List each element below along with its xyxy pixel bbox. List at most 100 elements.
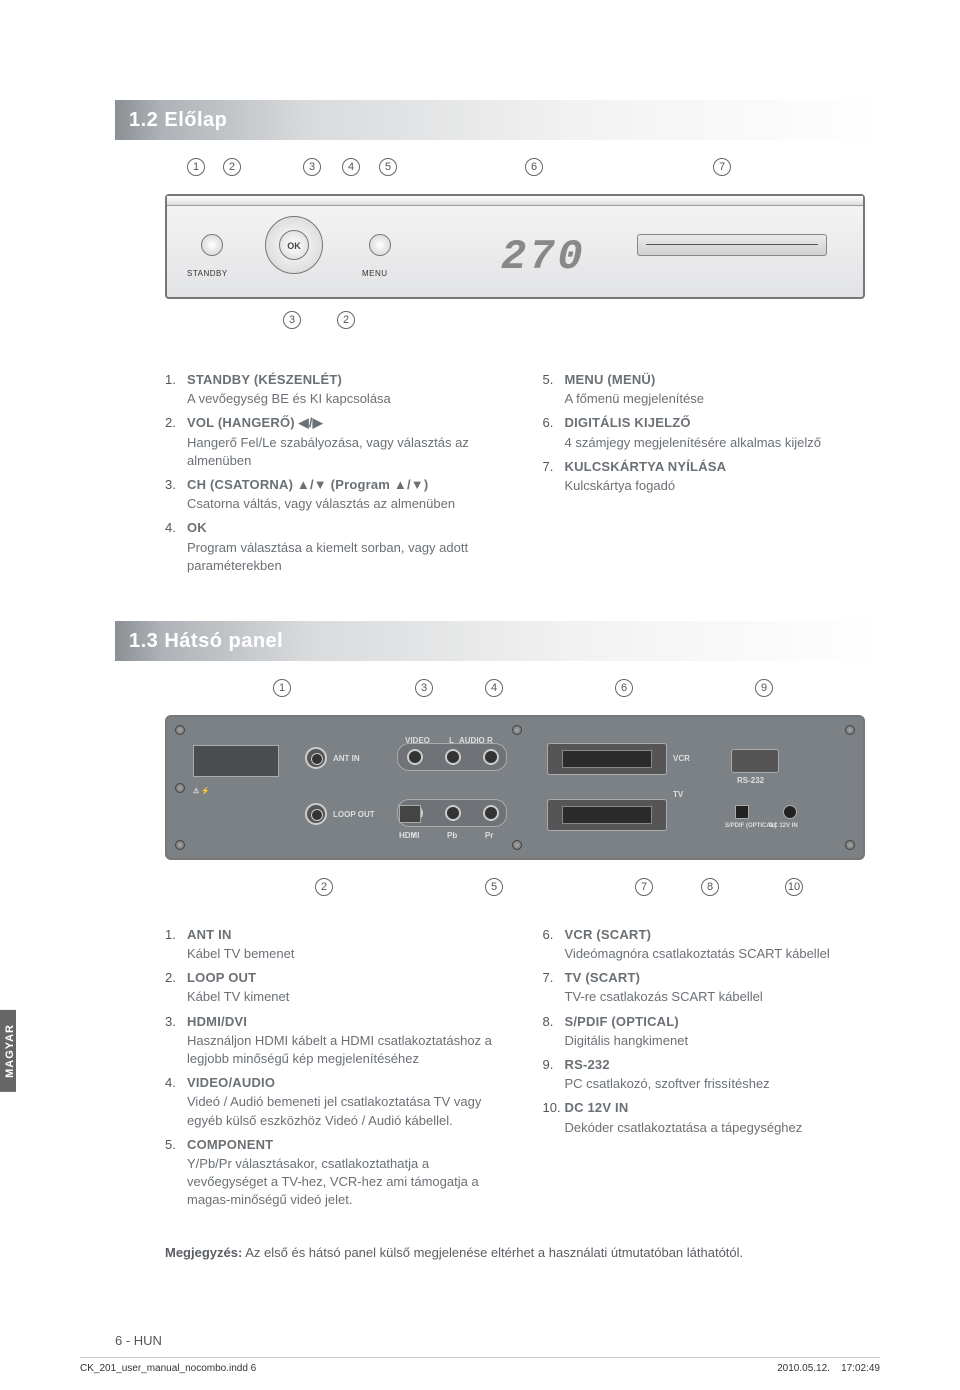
list-desc: Kábel TV bemenet bbox=[187, 945, 503, 963]
front-left-item: 1.STANDBY (KÉSZENLÉT)A vevőegység BE és … bbox=[165, 371, 503, 408]
list-title: TV (SCART) bbox=[565, 969, 881, 987]
callout-6: 6 bbox=[525, 158, 543, 176]
list-title: KULCSKÁRTYA NYÍLÁSA bbox=[565, 458, 881, 476]
menu-button-graphic bbox=[369, 234, 391, 256]
rear-callout-6: 6 bbox=[615, 679, 633, 697]
rear-right-item: 6.VCR (SCART)Videómagnóra csatlakoztatás… bbox=[543, 926, 881, 963]
loop-out-label: LOOP OUT bbox=[333, 809, 375, 820]
rear-callout-1: 1 bbox=[273, 679, 291, 697]
rear-panel-diagram: 1 3 4 6 9 ⚠ ⚡ ANT IN LOOP OUT VIDEO bbox=[165, 679, 880, 896]
list-title: VIDEO/AUDIO bbox=[187, 1074, 503, 1092]
list-title: VCR (SCART) bbox=[565, 926, 881, 944]
rear-right-item: 9.RS-232PC csatlakozó, szoftver frissíté… bbox=[543, 1056, 881, 1093]
list-desc: A vevőegység BE és KI kapcsolása bbox=[187, 390, 503, 408]
rear-left-item: 2.LOOP OUTKábel TV kimenet bbox=[165, 969, 503, 1006]
list-desc: 4 számjegy megjelenítésére alkalmas kije… bbox=[565, 434, 881, 452]
note: Megjegyzés: Az első és hátsó panel külső… bbox=[165, 1244, 880, 1262]
digital-display: 270 bbox=[501, 228, 586, 287]
callout-5: 5 bbox=[379, 158, 397, 176]
audio-label: AUDIO bbox=[459, 735, 485, 746]
list-desc: Videó / Audió bemeneti jel csatlakoztatá… bbox=[187, 1093, 503, 1129]
pb-jack bbox=[445, 805, 461, 821]
hdmi-port bbox=[399, 805, 421, 823]
front-right-item: 5.MENU (MENÜ)A főmenü megjelenítése bbox=[543, 371, 881, 408]
rear-list-left: 1.ANT INKábel TV bemenet 2.LOOP OUTKábel … bbox=[165, 926, 503, 1216]
list-num: 2. bbox=[165, 414, 187, 470]
rear-left-item: 5.COMPONENTY/Pb/Pr választásakor, csatla… bbox=[165, 1136, 503, 1210]
list-title: ANT IN bbox=[187, 926, 503, 944]
note-label: Megjegyzés: bbox=[165, 1245, 242, 1260]
menu-label: MENU bbox=[362, 268, 388, 279]
list-title: COMPONENT bbox=[187, 1136, 503, 1154]
front-left-item: 3.CH (CSATORNA) ▲/▼ (Program ▲/▼)Csatorn… bbox=[165, 476, 503, 513]
page-content: 1.2 Előlap 1 2 3 4 5 6 7 OK STANDBY MENU… bbox=[0, 0, 960, 1390]
list-num: 6. bbox=[543, 926, 565, 963]
list-desc: TV-re csatlakozás SCART kábellel bbox=[565, 988, 881, 1006]
rear-right-item: 8.S/PDIF (OPTICAL)Digitális hangkimenet bbox=[543, 1013, 881, 1050]
front-left-item: 4.OKProgram választása a kiemelt sorban,… bbox=[165, 519, 503, 575]
front-panel-list: 1.STANDBY (KÉSZENLÉT)A vevőegység BE és … bbox=[165, 371, 880, 581]
vcr-label: VCR bbox=[673, 753, 690, 764]
footer-date: 2010.05.12. bbox=[777, 1363, 830, 1374]
footer-time: 17:02:49 bbox=[841, 1363, 880, 1374]
standby-label: STANDBY bbox=[187, 268, 228, 279]
list-num: 9. bbox=[543, 1056, 565, 1093]
pr-label: Pr bbox=[485, 830, 493, 841]
audio-l-jack bbox=[445, 749, 461, 765]
list-num: 7. bbox=[543, 458, 565, 495]
list-num: 4. bbox=[165, 519, 187, 575]
list-title: DIGITÁLIS KIJELZŐ bbox=[565, 414, 881, 432]
list-desc: Hangerő Fel/Le szabályozása, vagy válasz… bbox=[187, 434, 503, 470]
spdif-port bbox=[735, 805, 749, 819]
audio-l-label: L bbox=[449, 735, 454, 746]
note-text: Az első és hátsó panel külső megjelenése… bbox=[245, 1245, 743, 1260]
list-title: CH (CSATORNA) ▲/▼ (Program ▲/▼) bbox=[187, 476, 503, 494]
rear-left-item: 4.VIDEO/AUDIOVideó / Audió bemeneti jel … bbox=[165, 1074, 503, 1130]
rear-callout-2: 2 bbox=[315, 878, 333, 896]
rear-device-body: ⚠ ⚡ ANT IN LOOP OUT VIDEO L AUDIO R Y Pb… bbox=[165, 715, 865, 860]
list-num: 10. bbox=[543, 1099, 565, 1136]
list-num: 1. bbox=[165, 371, 187, 408]
dc-jack bbox=[783, 805, 797, 819]
rear-callout-9: 9 bbox=[755, 679, 773, 697]
warning-plate bbox=[193, 745, 279, 777]
list-desc: Csatorna váltás, vagy választás az almen… bbox=[187, 495, 503, 513]
footer-file: CK_201_user_manual_nocombo.indd 6 bbox=[80, 1362, 256, 1376]
front-list-left: 1.STANDBY (KÉSZENLÉT)A vevőegység BE és … bbox=[165, 371, 503, 581]
rear-callout-3: 3 bbox=[415, 679, 433, 697]
front-right-item: 7.KULCSKÁRTYA NYÍLÁSAKulcskártya fogadó bbox=[543, 458, 881, 495]
list-num: 3. bbox=[165, 476, 187, 513]
rear-right-item: 7.TV (SCART)TV-re csatlakozás SCART kábe… bbox=[543, 969, 881, 1006]
list-num: 7. bbox=[543, 969, 565, 1006]
rs232-label: RS-232 bbox=[737, 775, 764, 786]
list-num: 5. bbox=[543, 371, 565, 408]
callout-b2: 2 bbox=[337, 311, 355, 329]
list-title: MENU (MENÜ) bbox=[565, 371, 881, 389]
rear-callout-4: 4 bbox=[485, 679, 503, 697]
page-number: 6 - HUN bbox=[115, 1332, 880, 1350]
rear-left-item: 1.ANT INKábel TV bemenet bbox=[165, 926, 503, 963]
hdmi-label: HDMI bbox=[399, 830, 419, 841]
rear-callout-7: 7 bbox=[635, 878, 653, 896]
callout-4: 4 bbox=[342, 158, 360, 176]
front-device-body: OK STANDBY MENU 270 bbox=[165, 194, 865, 299]
standby-button-graphic bbox=[201, 234, 223, 256]
dc-label: DC 12V IN bbox=[769, 822, 798, 830]
list-desc: Program választása a kiemelt sorban, vag… bbox=[187, 539, 503, 575]
rear-callout-5: 5 bbox=[485, 878, 503, 896]
list-desc: Digitális hangkimenet bbox=[565, 1032, 881, 1050]
tv-scart bbox=[547, 799, 667, 831]
rs232-port bbox=[731, 749, 779, 773]
list-title: DC 12V IN bbox=[565, 1099, 881, 1117]
video-label: VIDEO bbox=[405, 735, 430, 746]
video-jack bbox=[407, 749, 423, 765]
section-heading-front: 1.2 Előlap bbox=[115, 100, 880, 140]
footer: CK_201_user_manual_nocombo.indd 6 2010.0… bbox=[80, 1357, 880, 1376]
ant-in-jack bbox=[305, 747, 327, 769]
list-desc: Kulcskártya fogadó bbox=[565, 477, 881, 495]
callout-7: 7 bbox=[713, 158, 731, 176]
list-num: 4. bbox=[165, 1074, 187, 1130]
rear-callout-8: 8 bbox=[701, 878, 719, 896]
pr-jack bbox=[483, 805, 499, 821]
section-heading-rear: 1.3 Hátsó panel bbox=[115, 621, 880, 661]
